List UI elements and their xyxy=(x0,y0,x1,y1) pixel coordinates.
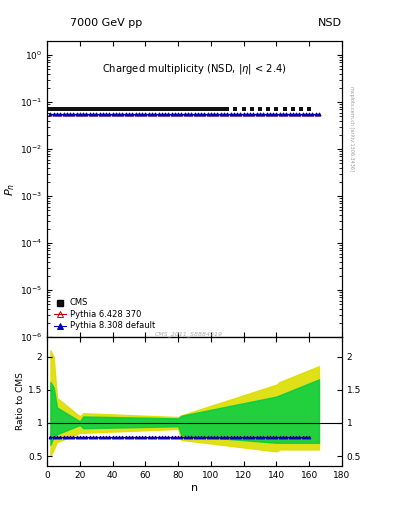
Point xyxy=(77,105,83,114)
Point xyxy=(110,105,116,114)
Y-axis label: Ratio to CMS: Ratio to CMS xyxy=(16,373,25,431)
Text: NSD: NSD xyxy=(318,18,342,28)
Point xyxy=(221,105,227,114)
Point xyxy=(116,105,122,114)
Point xyxy=(169,105,175,114)
Point xyxy=(162,105,168,114)
Text: mcplots.cern.ch [arXiv:1306.3436]: mcplots.cern.ch [arXiv:1306.3436] xyxy=(349,86,354,170)
Point xyxy=(201,105,208,114)
Point xyxy=(126,105,132,114)
Point xyxy=(54,105,60,114)
Point xyxy=(185,105,191,114)
Point xyxy=(67,105,73,114)
X-axis label: n: n xyxy=(191,482,198,493)
Point xyxy=(139,105,145,114)
Point xyxy=(142,105,149,114)
Point xyxy=(298,105,304,114)
Legend: CMS, Pythia 6.428 370, Pythia 8.308 default: CMS, Pythia 6.428 370, Pythia 8.308 defa… xyxy=(51,296,158,333)
Point xyxy=(241,105,247,114)
Text: Charged multiplicity (NSD, $|\eta|$ < 2.4): Charged multiplicity (NSD, $|\eta|$ < 2.… xyxy=(102,61,287,76)
Point xyxy=(100,105,106,114)
Point xyxy=(70,105,77,114)
Point xyxy=(64,105,70,114)
Point xyxy=(159,105,165,114)
Point xyxy=(281,105,288,114)
Point xyxy=(113,105,119,114)
Point xyxy=(188,105,195,114)
Point xyxy=(47,105,53,114)
Point xyxy=(132,105,139,114)
Point xyxy=(106,105,112,114)
Point xyxy=(93,105,99,114)
Point xyxy=(145,105,152,114)
Point xyxy=(136,105,142,114)
Point xyxy=(155,105,162,114)
Point xyxy=(195,105,201,114)
Point xyxy=(232,105,239,114)
Point xyxy=(83,105,90,114)
Y-axis label: $P_n$: $P_n$ xyxy=(3,182,17,196)
Text: 7000 GeV pp: 7000 GeV pp xyxy=(70,18,142,28)
Point xyxy=(175,105,181,114)
Point xyxy=(86,105,93,114)
Point xyxy=(152,105,158,114)
Point xyxy=(123,105,129,114)
Point xyxy=(90,105,96,114)
Point xyxy=(103,105,109,114)
Point xyxy=(182,105,188,114)
Point xyxy=(224,105,230,114)
Point xyxy=(172,105,178,114)
Text: CMS_2011_S8884919: CMS_2011_S8884919 xyxy=(154,331,223,337)
Point xyxy=(61,105,67,114)
Point xyxy=(204,105,211,114)
Point xyxy=(96,105,103,114)
Point xyxy=(249,105,255,114)
Point xyxy=(119,105,126,114)
Point xyxy=(129,105,136,114)
Point xyxy=(290,105,296,114)
Point xyxy=(208,105,214,114)
Point xyxy=(73,105,80,114)
Point xyxy=(218,105,224,114)
Point xyxy=(306,105,312,114)
Point xyxy=(165,105,171,114)
Point xyxy=(265,105,271,114)
Point xyxy=(149,105,155,114)
Point xyxy=(211,105,217,114)
Point xyxy=(191,105,198,114)
Point xyxy=(178,105,185,114)
Point xyxy=(57,105,63,114)
Point xyxy=(51,105,57,114)
Point xyxy=(198,105,204,114)
Point xyxy=(214,105,220,114)
Point xyxy=(80,105,86,114)
Point xyxy=(257,105,263,114)
Point xyxy=(273,105,279,114)
